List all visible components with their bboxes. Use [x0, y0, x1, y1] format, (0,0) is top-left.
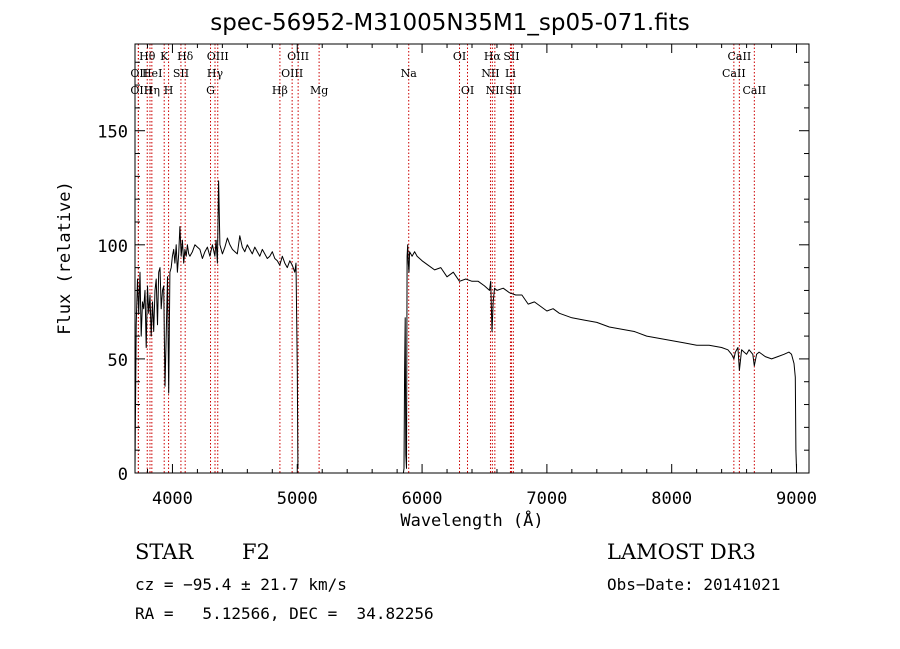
line-label: K	[160, 50, 169, 63]
line-label: HeI	[142, 67, 162, 80]
line-label: Hβ	[272, 84, 288, 97]
line-label: H	[164, 84, 174, 97]
object-subclass: F2	[242, 540, 270, 564]
line-label: SII	[173, 67, 189, 80]
velocity-readout: cz = −95.4 ± 21.7 km/s	[135, 575, 347, 594]
line-label: Mg	[310, 84, 328, 97]
observation-date: Obs−Date: 20141021	[607, 575, 781, 594]
x-tick-label: 5000	[277, 489, 318, 509]
line-label: OI	[453, 50, 466, 63]
x-tick-label: 4000	[152, 489, 193, 509]
line-label: Hθ	[139, 50, 156, 63]
line-label: OIII	[130, 84, 152, 97]
spectrum-red-arm	[402, 244, 797, 474]
line-label: Na	[401, 67, 418, 80]
line-label: Li	[505, 67, 516, 80]
y-tick-label: 0	[118, 465, 128, 485]
chart-title: spec-56952-M31005N35M1_sp05-071.fits	[210, 10, 690, 36]
survey-name: LAMOST DR3	[607, 540, 756, 564]
spectrum-blue-arm	[134, 180, 299, 469]
y-tick-label: 50	[108, 351, 128, 371]
line-label: NII	[481, 67, 499, 80]
line-label: CaII	[742, 84, 766, 97]
spectral-line-markers	[137, 44, 755, 473]
y-tick-label: 100	[97, 237, 128, 257]
x-tick-label: 7000	[526, 489, 567, 509]
line-label: Hα	[484, 50, 502, 63]
y-tick-label: 150	[97, 123, 128, 143]
line-label: CaII	[722, 67, 746, 80]
object-class: STAR	[135, 540, 194, 564]
line-label: Hδ	[177, 50, 194, 63]
line-label: CaII	[728, 50, 752, 63]
y-axis-label: Flux (relative)	[55, 181, 75, 335]
x-tick-label: 9000	[776, 489, 817, 509]
line-label: SII	[503, 50, 519, 63]
line-label: OIII	[207, 50, 229, 63]
line-label: OIII	[281, 67, 303, 80]
coordinates-readout: RA = 5.12566, DEC = 34.82256	[135, 604, 434, 623]
plot-frame	[134, 43, 810, 474]
x-axis-label: Wavelength (Å)	[400, 511, 544, 531]
x-tick-label: 6000	[402, 489, 443, 509]
line-label: OIII	[287, 50, 309, 63]
line-label: OI	[461, 84, 474, 97]
line-label: G	[206, 84, 215, 97]
line-label: SII	[505, 84, 521, 97]
line-label: NII	[486, 84, 504, 97]
spectrum-series	[134, 180, 797, 474]
axis-ticks: 4000 5000 6000 7000 8000 9000 0 50 100 150	[97, 44, 817, 509]
line-label: Hγ	[207, 67, 224, 80]
x-tick-label: 8000	[651, 489, 692, 509]
line-label: Hη	[144, 84, 160, 97]
